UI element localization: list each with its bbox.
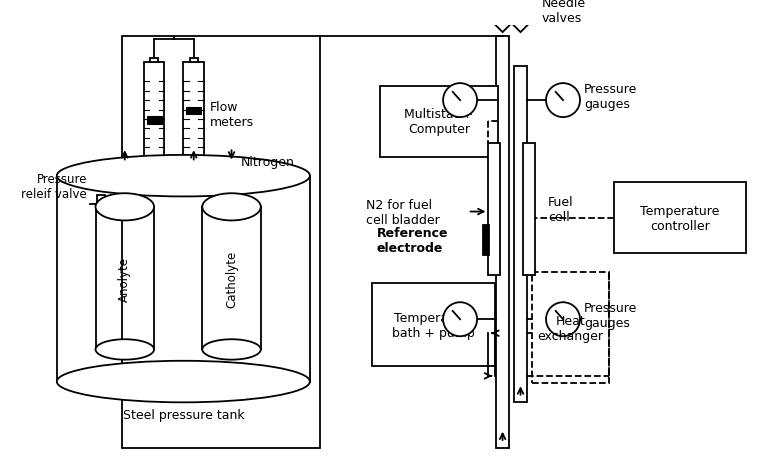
Bar	[483, 225, 490, 256]
Text: Pressure
releif valve: Pressure releif valve	[21, 173, 87, 201]
Bar	[190, 167, 198, 172]
Bar	[147, 117, 161, 124]
Text: Heat
exchanger: Heat exchanger	[538, 314, 604, 342]
Text: Fuel
cell: Fuel cell	[548, 195, 573, 223]
Bar	[514, 67, 527, 403]
Bar	[379, 87, 498, 157]
Text: Catholyte: Catholyte	[225, 250, 238, 307]
Circle shape	[443, 84, 477, 118]
Polygon shape	[494, 24, 511, 33]
Text: Multistat +
Computer: Multistat + Computer	[404, 108, 473, 136]
Bar	[190, 58, 198, 63]
Ellipse shape	[203, 194, 261, 221]
Text: Temperature
bath + pump: Temperature bath + pump	[392, 311, 475, 339]
Text: Flow
meters: Flow meters	[210, 101, 254, 129]
Bar	[151, 58, 158, 63]
Bar	[183, 63, 204, 167]
Text: Pressure
gauges: Pressure gauges	[584, 83, 637, 111]
Bar	[186, 107, 201, 115]
Bar	[488, 143, 500, 275]
Ellipse shape	[203, 340, 261, 360]
Ellipse shape	[57, 156, 310, 197]
Bar	[151, 167, 158, 172]
Ellipse shape	[57, 361, 310, 403]
Text: Steel pressure tank: Steel pressure tank	[123, 408, 244, 421]
Circle shape	[443, 302, 477, 336]
Bar	[144, 63, 165, 167]
Text: Nitrogen: Nitrogen	[241, 156, 295, 168]
Polygon shape	[494, 0, 511, 8]
Circle shape	[546, 302, 580, 336]
Text: Reference
electrode: Reference electrode	[377, 226, 449, 254]
Text: N2 for fuel
cell bladder: N2 for fuel cell bladder	[365, 198, 439, 226]
Text: Temperature
controller: Temperature controller	[640, 204, 720, 232]
Bar	[372, 284, 495, 367]
Text: Pressure
gauges: Pressure gauges	[584, 302, 637, 330]
Ellipse shape	[95, 340, 154, 360]
Circle shape	[546, 84, 580, 118]
Bar	[614, 183, 747, 253]
Polygon shape	[512, 0, 529, 8]
Polygon shape	[512, 24, 529, 33]
Bar	[496, 37, 509, 448]
Bar	[122, 37, 320, 448]
Text: Anolyte: Anolyte	[118, 256, 131, 301]
Ellipse shape	[95, 194, 154, 221]
Bar	[523, 143, 535, 275]
Text: Needle
valves: Needle valves	[542, 0, 585, 25]
Bar	[98, 196, 105, 213]
Bar	[532, 272, 609, 384]
